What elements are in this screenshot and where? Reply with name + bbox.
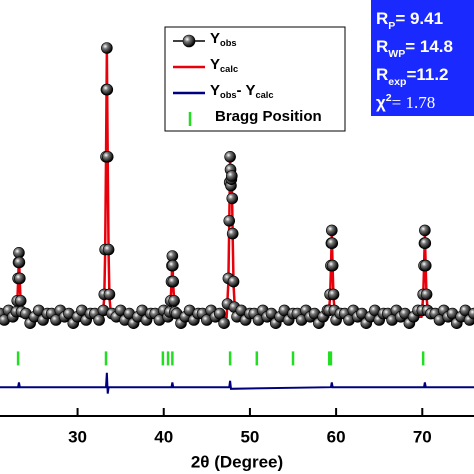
data-point: [224, 151, 236, 163]
data-point: [93, 314, 105, 326]
x-tick-label: 30: [68, 427, 87, 446]
data-point: [14, 294, 27, 307]
data-point: [326, 237, 339, 249]
stats: RP= 9.41 RWP= 14.8 Rexp=11.2 χ2= 1.78: [376, 9, 453, 112]
legend: [164, 26, 346, 132]
data-point: [13, 256, 26, 269]
data-point: [14, 272, 26, 285]
data-point: [101, 42, 113, 54]
x-tick-label: 50: [240, 427, 259, 446]
data-point: [213, 307, 226, 320]
legend-swatch: [182, 34, 196, 48]
data-point: [226, 227, 239, 240]
data-point: [325, 224, 338, 237]
data-point: [326, 259, 339, 272]
data-point: [101, 83, 114, 96]
legend-entries: Yobs Ycalc Yobs- Ycalc Bragg Position: [173, 30, 322, 126]
stats-box: [371, 0, 474, 116]
data-point: [227, 275, 240, 288]
x-tick-label: 40: [154, 427, 173, 446]
data-point: [226, 170, 238, 182]
x-axis-label: 2θ (Degree): [191, 452, 283, 471]
data-point: [167, 275, 180, 288]
data-point: [103, 288, 116, 301]
data-point: [102, 243, 115, 256]
stat-label: Rexp=11.2: [376, 65, 449, 87]
stat-label: χ2= 1.78: [376, 92, 435, 113]
legend-label: Yobs: [210, 30, 237, 48]
x-tick-label: 70: [413, 427, 432, 446]
legend-label: Yobs- Ycalc: [210, 82, 274, 100]
data-point: [166, 259, 179, 272]
plot-area: [0, 42, 474, 394]
data-point: [419, 224, 431, 237]
data-point: [420, 288, 433, 301]
line-series: [0, 372, 474, 394]
legend-label: Ycalc: [210, 56, 238, 74]
data-point: [226, 192, 239, 205]
data-point: [419, 237, 432, 249]
legend-label: Bragg Position: [215, 108, 322, 125]
data-point: [223, 215, 236, 227]
stat-label: RWP= 14.8: [376, 37, 453, 59]
data-point: [419, 259, 432, 272]
data-point: [468, 307, 474, 320]
x-tick-label: 60: [327, 427, 346, 446]
data-point: [327, 288, 340, 301]
data-point: [168, 294, 180, 307]
data-point: [218, 317, 230, 330]
data-point: [101, 151, 114, 163]
stat-label: RP= 9.41: [376, 9, 443, 31]
